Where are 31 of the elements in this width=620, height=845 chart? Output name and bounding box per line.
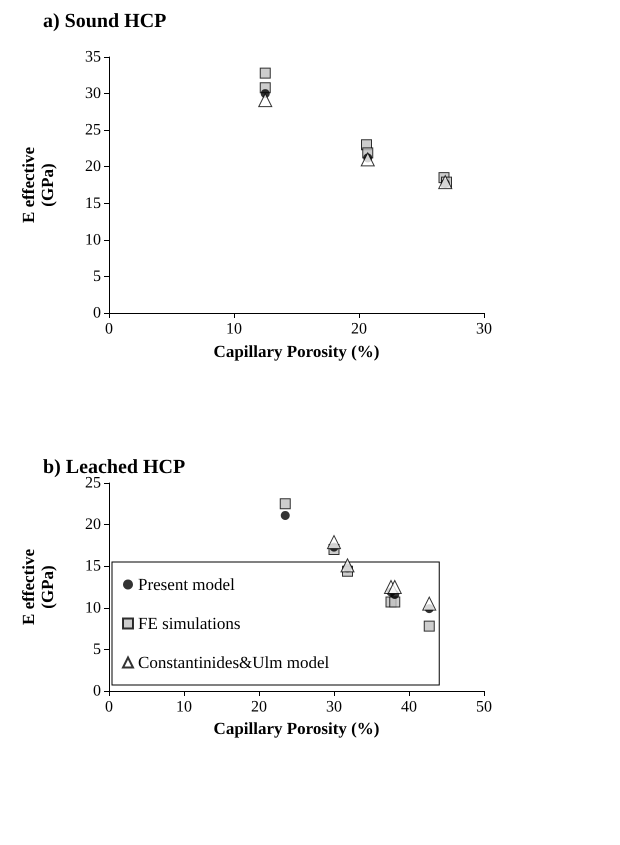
legend-label: FE simulations	[138, 614, 240, 633]
y-tick-label: 30	[85, 85, 101, 102]
x-tick-label: 10	[226, 320, 242, 338]
y-tick-label: 15	[85, 194, 101, 212]
y-tick-label: 20	[85, 158, 101, 176]
x-tick-label: 20	[351, 320, 367, 338]
y-tick-label: 10	[85, 599, 101, 616]
x-tick-label: 0	[105, 698, 113, 716]
x-tick-label: 30	[476, 320, 492, 338]
y-tick-label: 0	[93, 304, 101, 322]
x-tick-label: 40	[401, 698, 417, 716]
y-axis-title: E effective (GPa)	[19, 146, 57, 223]
chart-title: a) Sound HCP	[43, 10, 166, 32]
y-tick-label: 15	[85, 558, 101, 575]
x-tick-label: 0	[105, 320, 113, 338]
y-axis-title: E effective (GPa)	[19, 548, 57, 625]
y-tick-label: 35	[85, 48, 101, 66]
y-tick-label: 25	[85, 122, 101, 139]
y-tick-label: 20	[85, 516, 101, 534]
x-axis-title: Capillary Porosity (%)	[214, 719, 380, 738]
x-tick-label: 10	[176, 698, 192, 716]
y-tick-label: 10	[85, 231, 101, 248]
legend-label: Constantinides&Ulm model	[138, 653, 330, 672]
x-tick-label: 30	[326, 698, 342, 716]
y-tick-label: 5	[93, 640, 101, 658]
x-axis-title: Capillary Porosity (%)	[214, 342, 380, 361]
y-tick-label: 5	[93, 268, 101, 285]
x-tick-label: 20	[251, 698, 267, 716]
x-tick-label: 50	[476, 698, 492, 716]
legend-label: Present model	[138, 575, 236, 594]
y-tick-label: 0	[93, 682, 101, 700]
